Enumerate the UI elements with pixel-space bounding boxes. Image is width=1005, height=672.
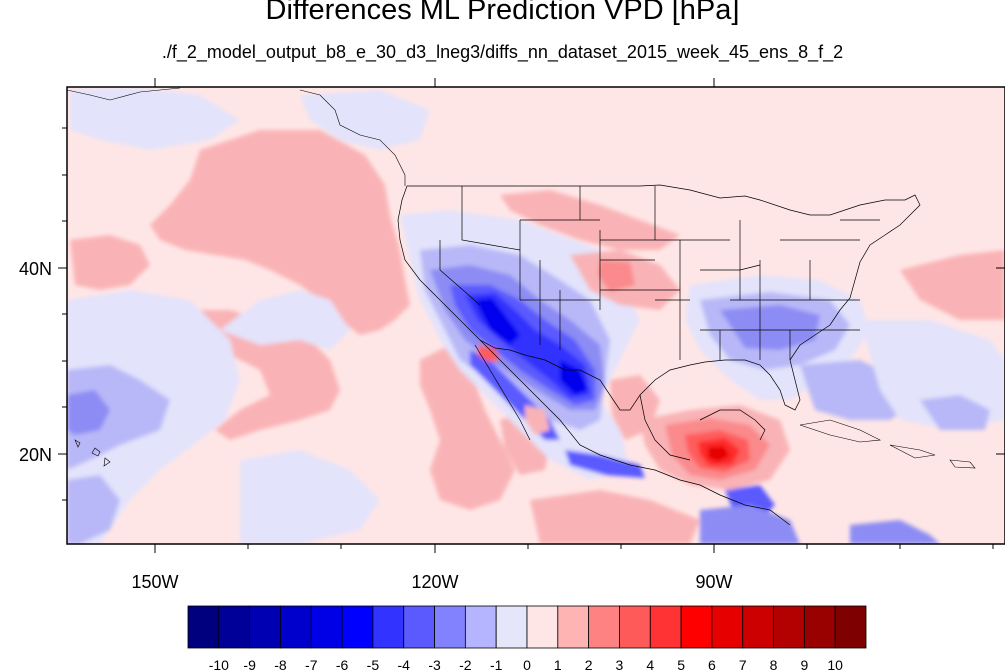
central-us-positive-2 bbox=[598, 260, 635, 292]
colorbar-label: 4 bbox=[646, 657, 654, 672]
sw-us-negative-core bbox=[475, 298, 520, 345]
mexico-outline bbox=[474, 339, 791, 526]
lon-ticks bbox=[154, 78, 994, 553]
offshore-baja-positive bbox=[420, 345, 515, 510]
colorbar-swatch bbox=[588, 605, 620, 649]
colorbar-label: 9 bbox=[800, 657, 808, 672]
pacific-positive-band bbox=[150, 130, 410, 335]
pacific-negative-west-3 bbox=[67, 475, 120, 544]
us-outline bbox=[397, 184, 921, 411]
lon-label-90w: 90W bbox=[695, 572, 732, 592]
colorbar-label: 1 bbox=[554, 657, 562, 672]
colorbar-swatch bbox=[249, 605, 281, 649]
pacific-negative-mid bbox=[220, 290, 350, 350]
colorbar-label: 10 bbox=[827, 657, 843, 672]
colorbar-label: -5 bbox=[367, 657, 380, 672]
colorbar-swatch bbox=[372, 605, 405, 649]
colorbar-swatch bbox=[526, 605, 559, 649]
colorbar-label: 6 bbox=[708, 657, 716, 672]
se-us-negative-3 bbox=[720, 305, 820, 350]
colorbar-label: -2 bbox=[459, 657, 472, 672]
colorbar-label: 7 bbox=[739, 657, 747, 672]
colorbar-swatch bbox=[495, 605, 528, 649]
colorbar-swatch bbox=[218, 605, 251, 649]
colorbar-swatch bbox=[773, 605, 805, 649]
baja-positive-spot-2 bbox=[525, 405, 550, 435]
colorbar-swatch bbox=[557, 605, 590, 649]
colorbar-label: -3 bbox=[428, 657, 441, 672]
colorbar-swatch bbox=[711, 605, 744, 649]
central-america-negative-2 bbox=[700, 505, 800, 544]
contour-field bbox=[67, 87, 1005, 544]
colorbar-swatch bbox=[341, 605, 374, 649]
colorbar-swatch bbox=[680, 605, 713, 649]
canada-coast bbox=[67, 87, 406, 186]
colorbar-swatch bbox=[464, 605, 497, 649]
us-state-borders bbox=[397, 184, 921, 411]
mexico-south-negative bbox=[565, 450, 645, 478]
lon-label-150w: 150W bbox=[131, 572, 178, 592]
atlantic-positive bbox=[900, 250, 1005, 320]
colorbar-label: -1 bbox=[490, 657, 503, 672]
colorbar-swatch bbox=[834, 605, 867, 649]
colorbar-swatch bbox=[187, 605, 220, 649]
lat-label-20n: 20N bbox=[19, 445, 52, 465]
colorbar-swatch bbox=[803, 605, 836, 649]
colorbar-label: 5 bbox=[677, 657, 685, 672]
lon-label-120w: 120W bbox=[411, 572, 458, 592]
colorbar-swatch bbox=[403, 605, 435, 649]
colorbar-label: 0 bbox=[523, 657, 531, 672]
colorbar-swatch bbox=[280, 605, 312, 649]
atlantic-negative-3 bbox=[920, 395, 990, 430]
pacific-negative-west-core bbox=[67, 390, 110, 435]
colorbar-label: -4 bbox=[398, 657, 411, 672]
hawaii-islands bbox=[74, 439, 111, 467]
pacific-negative-north bbox=[70, 88, 240, 150]
pacific-negative-north-2 bbox=[300, 90, 430, 150]
plot-frame bbox=[66, 86, 1005, 545]
gulf-positive-core bbox=[708, 446, 730, 462]
map-subtitle: ./f_2_model_output_b8_e_30_d3_lneg3/diff… bbox=[161, 42, 844, 62]
colorbar-label: 3 bbox=[616, 657, 624, 672]
colorbar-label: -9 bbox=[243, 657, 256, 672]
lat-label-40n: 40N bbox=[19, 259, 52, 279]
colorbar-label: -10 bbox=[209, 657, 229, 672]
colorbar-swatch bbox=[649, 605, 682, 649]
colorbar-swatch bbox=[742, 605, 774, 649]
lat-ticks bbox=[58, 127, 1005, 501]
colorbar: -10 -9 -8 -7 -6 -5 -4 -3 -2 -1 0 1 2 3 4 5 6 7 8 9 10 bbox=[187, 605, 867, 672]
colorbar-swatch bbox=[310, 605, 343, 649]
sw-us-negative-core-2 bbox=[560, 360, 588, 395]
pacific-south-positive bbox=[530, 490, 700, 544]
colorbar-swatch bbox=[619, 605, 651, 649]
colorbar-label: -6 bbox=[336, 657, 349, 672]
colorbar-label: 2 bbox=[585, 657, 593, 672]
baja-positive-spot bbox=[478, 345, 500, 362]
caribbean-negative bbox=[850, 520, 940, 544]
caribbean-islands bbox=[799, 419, 976, 469]
pacific-positive-band-2 bbox=[70, 235, 150, 290]
map-title: Differences ML Prediction VPD [hPa] bbox=[265, 0, 740, 26]
colorbar-swatch bbox=[434, 605, 466, 649]
colorbar-label: -8 bbox=[274, 657, 287, 672]
colorbar-label: -7 bbox=[305, 657, 318, 672]
colorbar-label: 8 bbox=[770, 657, 778, 672]
pacific-negative-south bbox=[240, 450, 380, 544]
